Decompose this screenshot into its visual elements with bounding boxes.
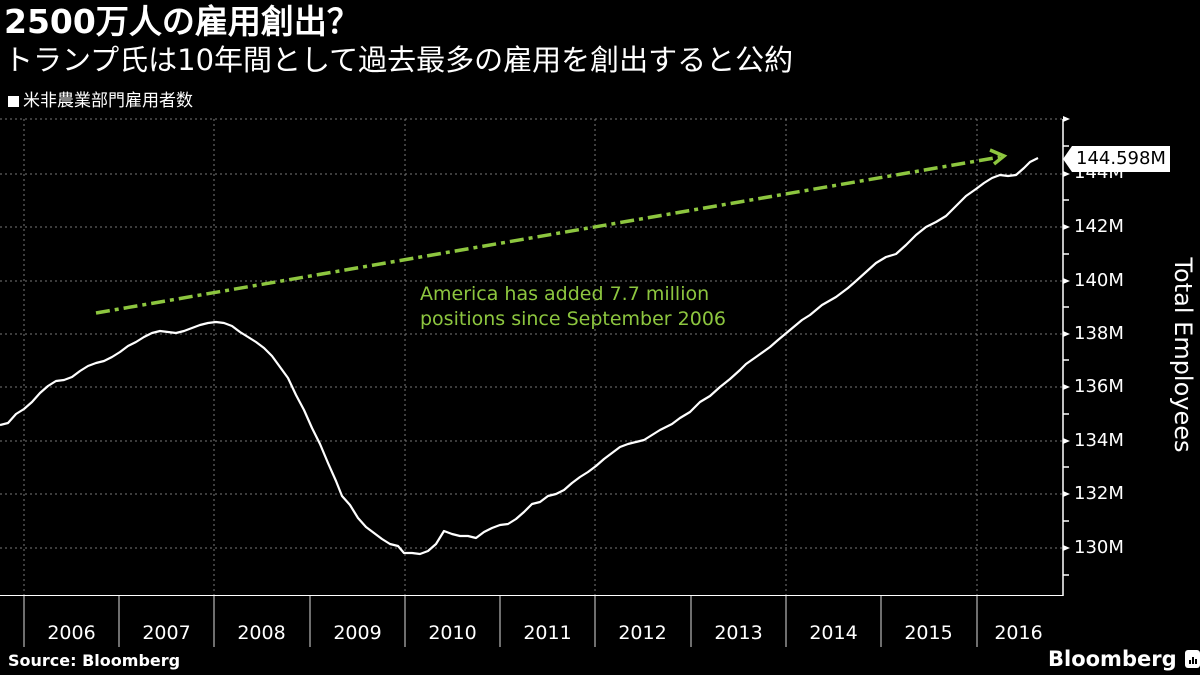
x-tick-2014: 2014 <box>809 622 858 644</box>
x-tick-2016: 2016 <box>994 622 1043 644</box>
brand-text: Bloomberg <box>1048 647 1177 671</box>
y-tick-132: 132M <box>1074 483 1124 504</box>
x-tick-2007: 2007 <box>142 622 191 644</box>
x-tick-2012: 2012 <box>618 622 667 644</box>
y-tick-140: 140M <box>1074 270 1124 291</box>
x-tick-2013: 2013 <box>714 622 763 644</box>
y-tick-138: 138M <box>1074 323 1124 344</box>
chart-annotation: America has added 7.7 million positions … <box>420 282 726 332</box>
employment-line <box>0 157 1039 556</box>
annotation-line-2: positions since September 2006 <box>420 308 727 330</box>
legend-swatch-icon <box>8 95 19 107</box>
annotation-line-1: America has added 7.7 million <box>420 283 710 305</box>
y-axis-major-ticks <box>1063 116 1070 551</box>
y-axis <box>1062 119 1069 596</box>
y-axis-label: Total Employees <box>1163 245 1200 465</box>
trend-arrow <box>95 148 1008 315</box>
bloomberg-chart-icon <box>1184 650 1200 668</box>
y-tick-136: 136M <box>1074 376 1124 397</box>
y-axis-label-text: Total Employees <box>1169 257 1197 453</box>
source-note: Source: Bloomberg <box>8 651 181 670</box>
x-tick-2011: 2011 <box>523 622 572 644</box>
y-tick-134: 134M <box>1074 430 1124 451</box>
chart-title: 2500万人の雇用創出？ <box>4 2 360 41</box>
x-tick-2010: 2010 <box>428 622 477 644</box>
y-tick-142: 142M <box>1074 216 1124 237</box>
x-tick-2015: 2015 <box>904 622 953 644</box>
y-tick-144: 144M <box>1074 162 1124 183</box>
x-tick-2009: 2009 <box>333 622 382 644</box>
chart-subtitle: トランプ氏は10年間として過去最多の雇用を創出すると公約 <box>4 43 794 77</box>
y-tick-130: 130M <box>1074 537 1124 558</box>
last-value-callout: 144.598M <box>1063 146 1170 172</box>
horizontal-gridlines <box>0 118 1062 549</box>
x-tick-2006: 2006 <box>47 622 96 644</box>
legend: 米非農業部門雇用者数 <box>8 90 193 112</box>
vertical-gridlines <box>23 119 978 595</box>
x-axis <box>0 595 1063 647</box>
legend-label: 米非農業部門雇用者数 <box>23 91 193 111</box>
x-tick-2008: 2008 <box>237 622 286 644</box>
bloomberg-logo: Bloomberg <box>1048 647 1200 671</box>
